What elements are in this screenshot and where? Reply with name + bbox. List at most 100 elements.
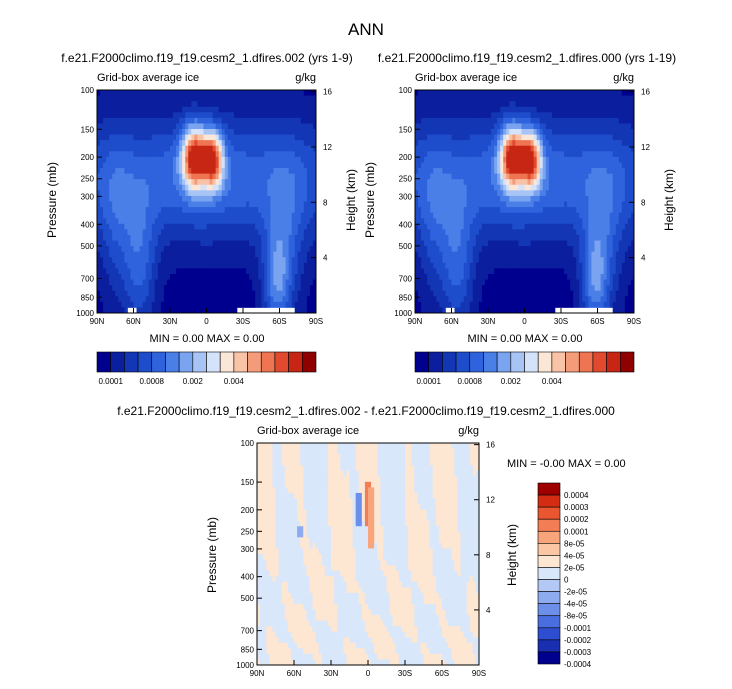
heatmap-cell [249,296,253,303]
heatmap-cell [530,190,535,197]
heatmap-cell [630,218,635,225]
heatmap-cell [133,285,137,292]
heatmap-cell [427,173,431,180]
heatmap-cell [570,179,574,186]
heatmap-cell [154,301,159,308]
heatmap-cell [197,106,201,113]
heatmap-cell [603,190,608,197]
heatmap-cell [512,207,516,214]
heatmap-cell [506,134,510,141]
heatmap-cell [442,246,446,253]
heatmap-cell [160,195,165,202]
heatmap-cell [451,134,455,141]
heatmap-cell [627,179,632,186]
heatmap-cell [312,117,317,124]
heatmap-cell [188,240,192,247]
heatmap-cell [621,218,626,225]
heatmap-cell [118,285,122,292]
heatmap-cell [478,117,483,124]
heatmap-cell [145,101,150,108]
heatmap-cell [230,90,235,96]
heatmap-cell [439,201,443,208]
heatmap-cell [448,168,452,175]
heatmap-cell [518,145,522,152]
heatmap-cell [463,112,468,119]
heatmap-cell [594,151,598,158]
heatmap-cell [157,95,162,102]
heatmap-cell [151,296,156,303]
heatmap-cell [163,279,168,286]
heatmap-cell [494,229,498,236]
heatmap-cell [233,234,238,241]
heatmap-cell [430,117,434,124]
heatmap-cell [594,101,598,108]
heatmap-cell [130,168,134,175]
heatmap-cell [418,168,422,175]
heatmap-cell [139,268,144,275]
heatmap-cell [145,290,150,297]
heatmap-cell [230,112,235,119]
heatmap-cell [103,129,107,135]
heatmap-cell [121,129,125,135]
heatmap-cell [188,285,192,292]
heatmap-cell [475,95,480,102]
heatmap-cell [139,117,144,124]
heatmap-cell [191,301,195,308]
heatmap-cell [121,223,125,230]
heatmap-cell [130,145,134,152]
heatmap-cell [227,106,232,113]
heatmap-cell [448,184,452,191]
heatmap-cell [570,195,574,202]
heatmap-cell [148,207,153,214]
heatmap-cell [433,140,437,147]
heatmap-cell [185,195,189,202]
heatmap-cell [436,223,440,230]
heatmap-cell [606,162,611,169]
heatmap-cell [573,106,577,113]
heatmap-cell [312,290,317,297]
heatmap-cell [221,145,226,152]
heatmap-cell [270,257,274,264]
heatmap-cell [109,285,113,292]
heatmap-cell [436,106,440,113]
heatmap-cell [306,290,311,297]
heatmap-cell [606,140,611,147]
heatmap-cell [484,190,489,197]
heatmap-cell [221,134,226,141]
heatmap-cell [597,201,601,208]
heatmap-cell [282,106,286,113]
heatmap-cell [97,162,101,169]
heatmap-cell [533,168,538,175]
heatmap-cell [564,207,568,214]
heatmap-cell [148,168,153,175]
heatmap-cell [506,195,510,202]
heatmap-cell [127,251,131,258]
heatmap-cell [163,207,168,214]
x-tick-label: 0 [204,317,209,326]
heatmap-cell [567,240,571,247]
heatmap-cell [554,95,559,102]
heatmap-cell [185,301,189,308]
heatmap-cell [606,207,611,214]
heatmap-cell [127,240,131,247]
heatmap-cell [148,101,153,108]
heatmap-cell [179,123,183,130]
heatmap-cell [236,156,241,163]
heatmap-cell [545,173,550,180]
heatmap-cell [564,195,568,202]
heatmap-cell [194,129,198,135]
heatmap-cell [273,234,277,241]
colorbar-swatch [110,351,125,373]
heatmap-cell [106,218,110,225]
heatmap-cell [276,201,280,208]
heatmap-cell [285,184,290,191]
heatmap-cell [466,123,471,130]
heatmap-cell [518,212,522,219]
heatmap-cell [243,101,247,108]
heatmap-cell [609,195,614,202]
heatmap-cell [548,195,553,202]
heatmap-cell [191,285,195,292]
heatmap-cell [536,145,541,152]
heatmap-cell [300,218,305,225]
heatmap-cell [309,145,314,152]
